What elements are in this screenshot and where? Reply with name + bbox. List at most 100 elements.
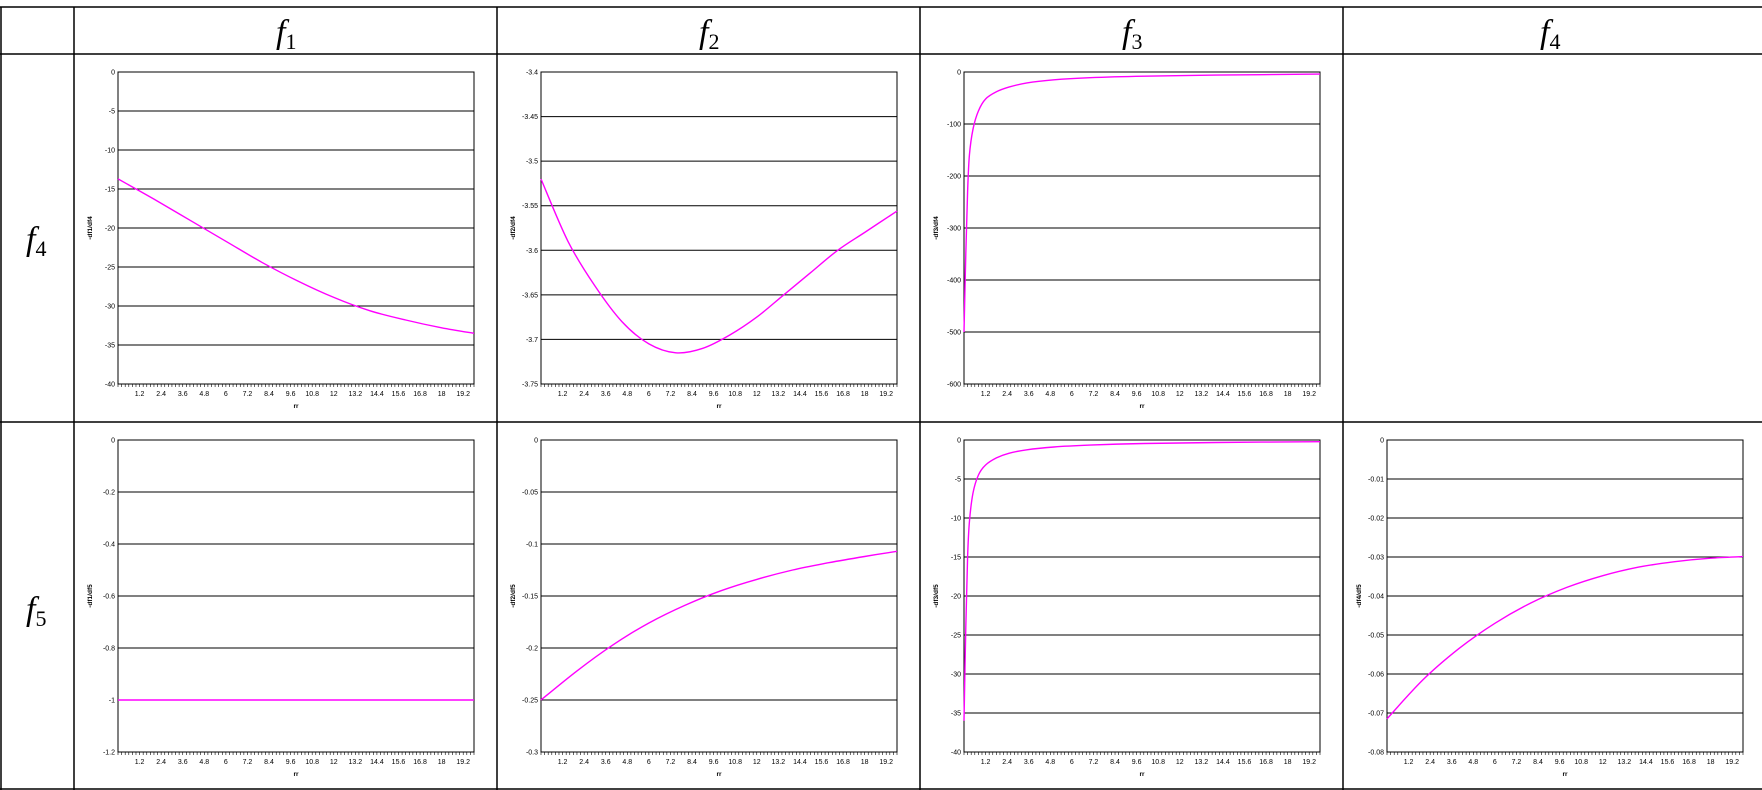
x-tick-label: 3.6 xyxy=(178,391,188,398)
x-tick-label: 13.2 xyxy=(349,391,363,398)
plot-area xyxy=(1386,439,1744,753)
y-tick-label: -200 xyxy=(947,174,961,181)
x-tick-label: 19.2 xyxy=(879,759,893,766)
x-tick-label: 9.6 xyxy=(1132,391,1142,398)
y-tick-label: -500 xyxy=(947,330,961,337)
x-tick-label: 13.2 xyxy=(772,391,786,398)
x-tick-label: 4.8 xyxy=(622,391,632,398)
x-tick-label: 14.4 xyxy=(370,759,384,766)
x-tick-label: 13.2 xyxy=(772,759,786,766)
x-tick-label: 16.8 xyxy=(413,759,427,766)
x-tick-label: 15.6 xyxy=(392,391,406,398)
x-tick-label: 2.4 xyxy=(156,391,166,398)
x-tick-label: 12 xyxy=(753,391,761,398)
y-tick-label: -100 xyxy=(947,122,961,129)
x-tick-label: 13.2 xyxy=(349,759,363,766)
x-tick-label: 12 xyxy=(330,391,338,398)
y-axis-label: -df1/df4 xyxy=(87,216,94,240)
series-line xyxy=(1386,555,1744,720)
x-tick-label: 13.2 xyxy=(1195,391,1209,398)
x-tick-label: 12 xyxy=(1599,759,1607,766)
x-tick-label: 10.8 xyxy=(728,759,742,766)
y-tick-label: -40 xyxy=(951,750,961,757)
y-axis-label: -df4/df5 xyxy=(1356,584,1363,608)
x-tick-label: 6 xyxy=(1070,391,1074,398)
x-tick-label: 14.4 xyxy=(370,391,384,398)
x-tick-label: 7.2 xyxy=(1089,759,1099,766)
plot-area xyxy=(963,71,1321,385)
y-tick-label: -0.04 xyxy=(1368,594,1384,601)
x-tick-label: 4.8 xyxy=(1045,759,1055,766)
x-tick-label: 13.2 xyxy=(1195,759,1209,766)
x-tick-label: 3.6 xyxy=(601,391,611,398)
x-tick-label: 18 xyxy=(861,759,869,766)
x-tick-label: 15.6 xyxy=(392,759,406,766)
y-tick-label: 0 xyxy=(111,70,115,77)
x-tick-label: 10.8 xyxy=(305,391,319,398)
x-tick-label: 19.2 xyxy=(456,391,470,398)
series-line xyxy=(963,73,1321,333)
col-header-f4: f4 xyxy=(1540,14,1560,54)
x-tick-label: 15.6 xyxy=(1238,391,1252,398)
x-tick-label: 9.6 xyxy=(1555,759,1565,766)
x-tick-label: 10.8 xyxy=(1574,759,1588,766)
x-tick-label: 13.2 xyxy=(1618,759,1632,766)
chart-2: 0 -100 -200 -300 -400 -500 -600 1.2 2.4 3.6 4.8 6 7.… xyxy=(933,70,1321,410)
y-tick-label: -0.1 xyxy=(526,542,538,549)
y-tick-label: -0.06 xyxy=(1368,672,1384,679)
plot-area xyxy=(540,71,898,385)
x-tick-label: 2.4 xyxy=(1002,391,1012,398)
y-tick-label: -25 xyxy=(951,633,961,640)
x-tick-label: 2.4 xyxy=(1002,759,1012,766)
y-tick-label: -40 xyxy=(105,382,115,389)
x-tick-label: 1.2 xyxy=(1404,759,1414,766)
y-axis-label: -df2/df5 xyxy=(510,584,517,608)
y-tick-label: -0.4 xyxy=(103,542,115,549)
y-axis-label: -df3/df4 xyxy=(933,216,940,240)
x-tick-label: 16.8 xyxy=(1259,391,1273,398)
y-axis-label: -df1/df5 xyxy=(87,584,94,608)
y-tick-label: -600 xyxy=(947,382,961,389)
x-tick-label: 7.2 xyxy=(243,391,253,398)
x-tick-label: 7.2 xyxy=(666,391,676,398)
x-tick-label: 16.8 xyxy=(413,391,427,398)
y-tick-label: -0.6 xyxy=(103,594,115,601)
y-tick-label: 0 xyxy=(1380,438,1384,445)
y-tick-label: 0 xyxy=(111,438,115,445)
x-tick-label: 3.6 xyxy=(601,759,611,766)
plot-area xyxy=(963,439,1321,753)
row-header-f4: f4 xyxy=(26,221,46,261)
y-tick-label: -3.7 xyxy=(526,337,538,344)
x-tick-label: 3.6 xyxy=(1024,759,1034,766)
y-tick-label: -0.03 xyxy=(1368,555,1384,562)
x-tick-label: 9.6 xyxy=(286,759,296,766)
y-tick-label: -1 xyxy=(109,698,115,705)
x-tick-label: 7.2 xyxy=(1089,391,1099,398)
x-tick-label: 4.8 xyxy=(622,759,632,766)
x-tick-label: 7.2 xyxy=(243,759,253,766)
col-header-f3: f3 xyxy=(1122,14,1142,54)
x-tick-label: 10.8 xyxy=(1151,759,1165,766)
x-tick-label: 3.6 xyxy=(1024,391,1034,398)
series-line xyxy=(963,441,1321,721)
x-tick-label: 6 xyxy=(647,391,651,398)
x-axis-label: rr xyxy=(1139,403,1145,410)
table-lines xyxy=(0,6,1762,790)
y-tick-label: -3.6 xyxy=(526,248,538,255)
col-header-f2: f2 xyxy=(699,14,719,54)
y-tick-label: -20 xyxy=(951,594,961,601)
y-tick-label: -3.4 xyxy=(526,70,538,77)
chart-0: 0 -5 -10 -15 -20 -25 -30 -35 -40 1.2 2.4 3.6 4.8 6 7.2… xyxy=(87,70,475,410)
x-tick-label: 8.4 xyxy=(264,391,274,398)
y-tick-label: -400 xyxy=(947,278,961,285)
y-tick-label: -0.01 xyxy=(1368,477,1384,484)
y-tick-label: -0.05 xyxy=(1368,633,1384,640)
series-line xyxy=(540,178,898,354)
y-tick-label: -5 xyxy=(955,477,961,484)
x-tick-label: 15.6 xyxy=(1661,759,1675,766)
chart-4: 0 -0.05 -0.1 -0.15 -0.2 -0.25 -0.3 1.2 2.4 3.6 4.8… xyxy=(510,438,898,778)
x-axis-label: rr xyxy=(716,403,722,410)
x-tick-label: 1.2 xyxy=(981,391,991,398)
x-tick-label: 8.4 xyxy=(1533,759,1543,766)
x-tick-label: 14.4 xyxy=(793,759,807,766)
